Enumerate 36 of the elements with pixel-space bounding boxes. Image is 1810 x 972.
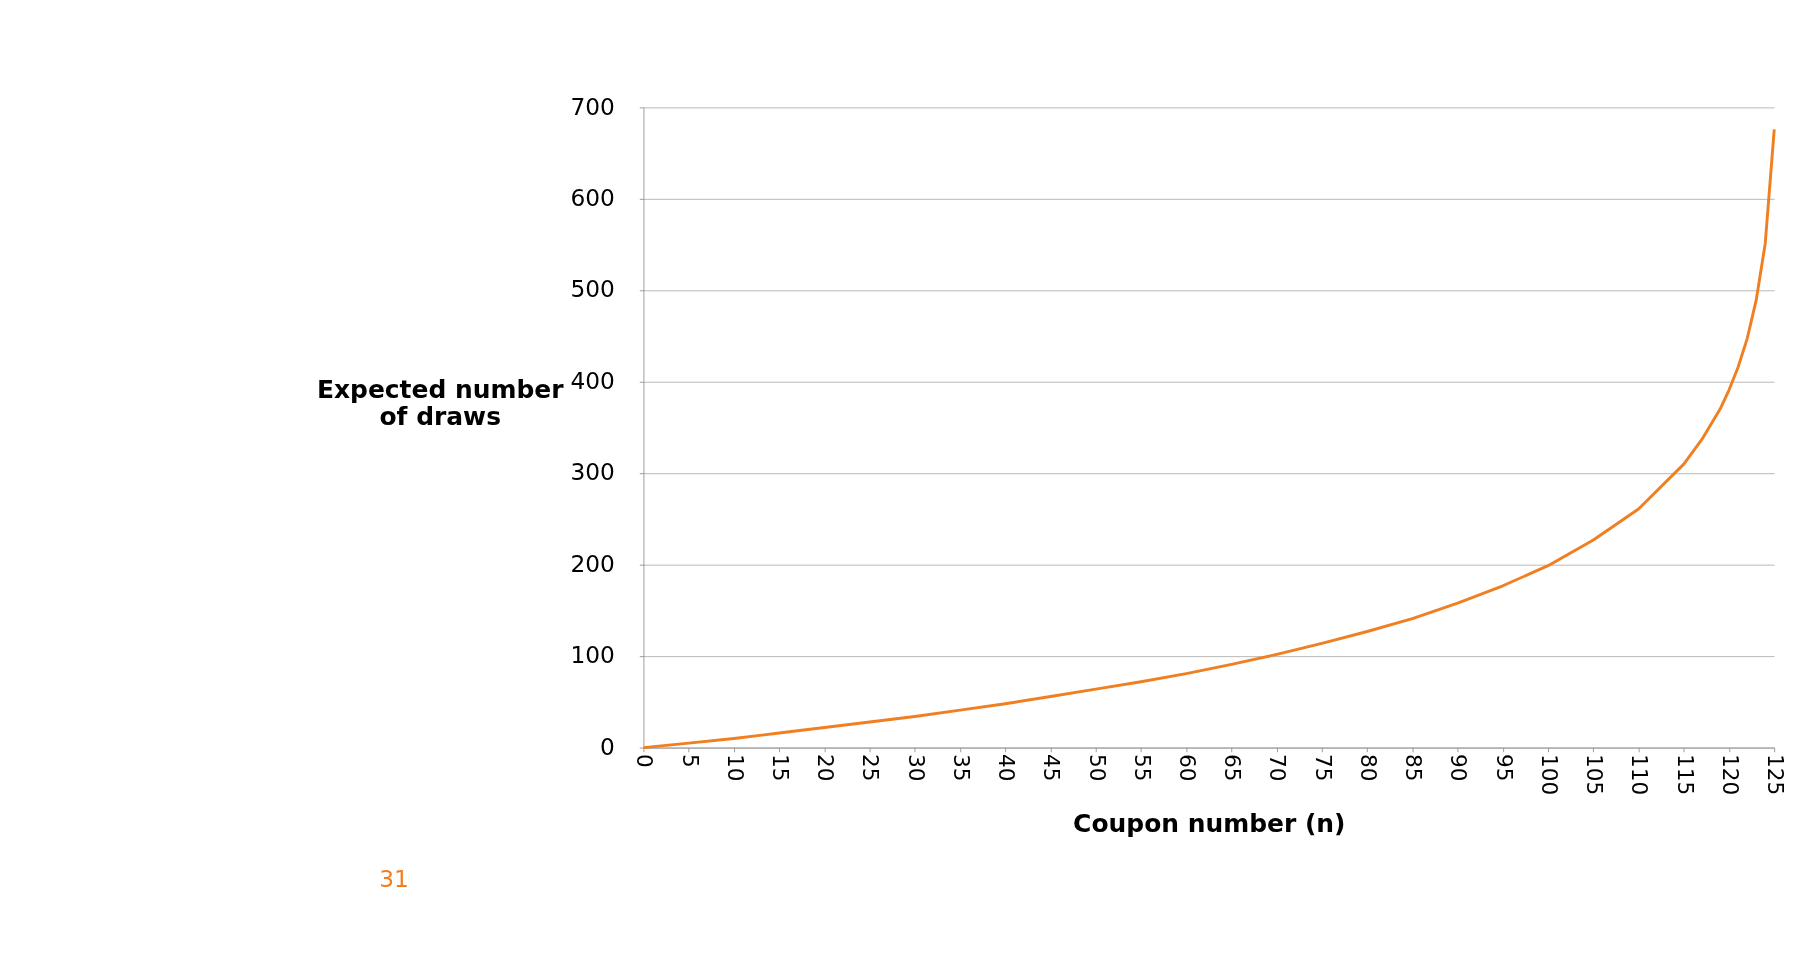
- text: 31: [379, 865, 409, 893]
- x-tick-label: 90: [1446, 753, 1472, 782]
- x-tick-label: 15: [767, 753, 793, 782]
- x-tick-label: 0: [632, 753, 658, 768]
- y-tick-label: 300: [570, 458, 615, 486]
- x-tick-label: 55: [1129, 753, 1155, 782]
- y-tick-label: 400: [570, 366, 615, 394]
- x-tick-label: 35: [948, 753, 974, 782]
- x-tick-label: 20: [813, 753, 839, 782]
- x-tick-label: 105: [1582, 753, 1608, 796]
- x-tick-label: 50: [1084, 753, 1110, 782]
- y-tick-label: 100: [570, 641, 615, 669]
- x-tick-label: 80: [1355, 753, 1381, 782]
- x-tick-label: 25: [858, 753, 884, 782]
- y-axis-title: Expected number of draws: [316, 375, 565, 431]
- x-tick-label: 120: [1717, 753, 1743, 796]
- x-tick-label: 125: [1763, 753, 1789, 796]
- x-tick-label: 5: [677, 753, 703, 768]
- x-tick-label: 40: [994, 753, 1020, 782]
- x-tick-label: 70: [1265, 753, 1291, 782]
- x-tick-label: 45: [1039, 753, 1065, 782]
- y-tick-label: 600: [570, 183, 615, 211]
- x-tick-label: 60: [1175, 753, 1201, 782]
- x-tick-label: 95: [1491, 753, 1517, 782]
- x-tick-label: 30: [903, 753, 929, 782]
- x-tick-label: 110: [1627, 753, 1653, 796]
- y-tick-label: 700: [570, 92, 615, 120]
- x-tick-label: 65: [1220, 753, 1246, 782]
- x-tick-label: 75: [1310, 753, 1336, 782]
- y-tick-label: 200: [570, 549, 615, 577]
- x-tick-label: 115: [1672, 753, 1698, 796]
- x-tick-label: 10: [722, 753, 748, 782]
- y-tick-label: 500: [570, 275, 615, 303]
- x-tick-label: 85: [1401, 753, 1427, 782]
- x-tick-label: 100: [1536, 753, 1562, 796]
- x-axis-title: Coupon number (n): [1073, 808, 1346, 838]
